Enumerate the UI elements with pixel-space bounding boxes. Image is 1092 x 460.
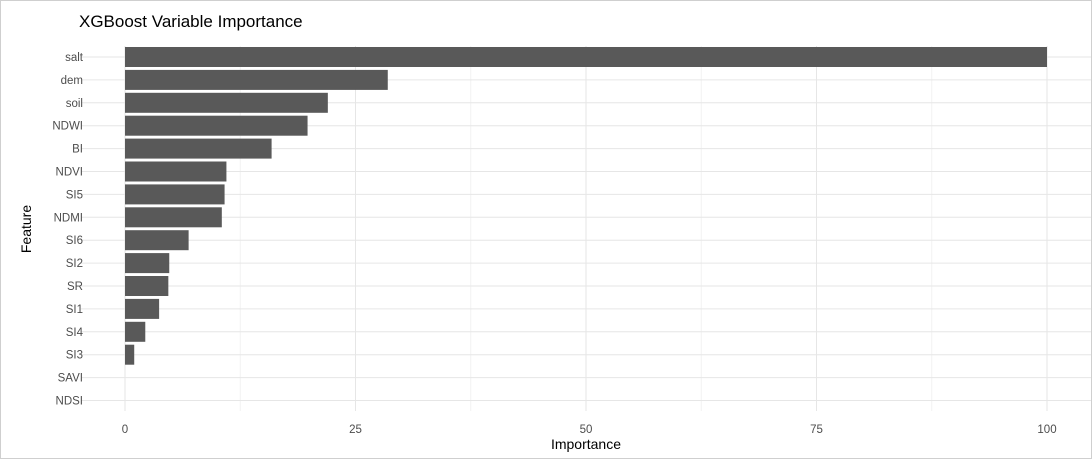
y-tick-label: BI [72, 144, 83, 156]
x-tick-labels: 0 25 50 75 100 [122, 424, 1057, 436]
bar-BI [125, 138, 272, 159]
bar-dem [125, 69, 388, 90]
bars [125, 47, 1047, 365]
y-axis-title: Feature [18, 205, 34, 253]
x-axis-title: Importance [551, 436, 621, 452]
y-tick-label: SI6 [66, 235, 83, 247]
bar-SI3 [125, 344, 135, 365]
bar-soil [125, 92, 328, 113]
bar-SI5 [125, 184, 225, 205]
y-tick-label: NDSI [56, 396, 83, 408]
y-tick-label: SR [67, 281, 83, 293]
chart-title: XGBoost Variable Importance [79, 12, 303, 31]
bar-SI4 [125, 321, 146, 342]
y-tick-label: NDVI [56, 167, 83, 179]
y-tick-label: SAVI [58, 373, 83, 385]
x-tick-label: 25 [349, 424, 362, 436]
y-tick-label: soil [66, 98, 83, 110]
bar-NDVI [125, 161, 227, 182]
x-tick-label: 100 [1037, 424, 1056, 436]
bar-salt [125, 47, 1047, 67]
bar-SI6 [125, 230, 189, 251]
y-tick-label: SI3 [66, 350, 83, 362]
y-tick-labels: salt dem soil NDWI BI NDVI SI5 NDMI SI6 SI2 SR SI1 S… [52, 52, 83, 408]
y-tick-label: SI5 [66, 189, 83, 201]
y-tick-label: SI4 [66, 327, 84, 339]
x-tick-label: 50 [580, 424, 593, 436]
bar-SI1 [125, 298, 160, 319]
y-tick-label: NDMI [54, 212, 83, 224]
bar-NDMI [125, 207, 222, 228]
x-tick-label: 75 [810, 424, 823, 436]
y-tick-label: salt [65, 52, 84, 64]
bar-SI2 [125, 253, 170, 274]
bar-SR [125, 276, 169, 296]
y-tick-label: dem [61, 75, 83, 87]
x-tick-label: 0 [122, 424, 128, 436]
bar-NDWI [125, 115, 308, 136]
y-tick-label: SI1 [66, 304, 83, 316]
y-tick-label: NDWI [52, 121, 83, 133]
y-tick-label: SI2 [66, 258, 83, 270]
